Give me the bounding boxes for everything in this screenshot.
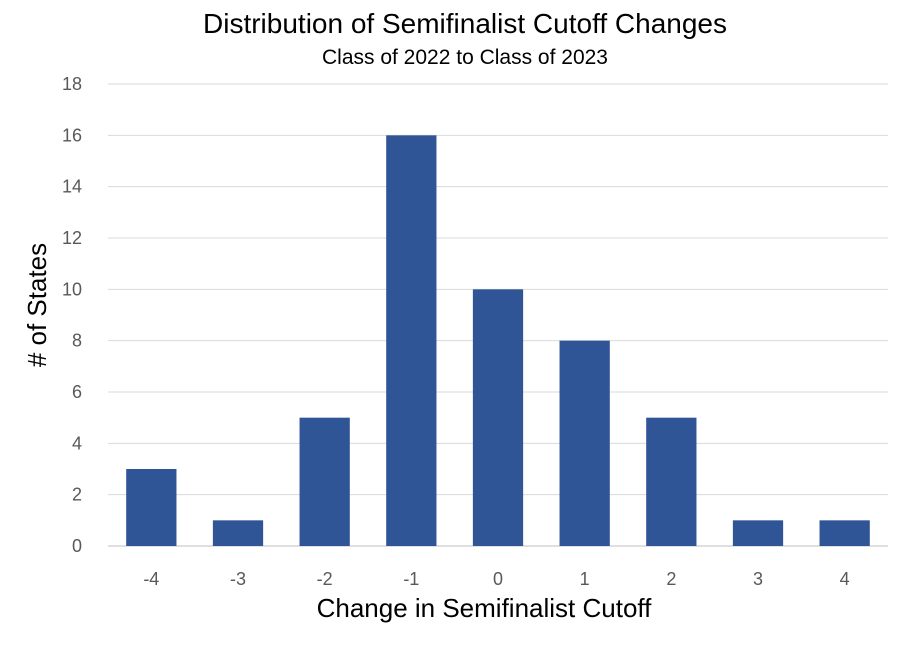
x-tick-label: -3 xyxy=(230,569,246,589)
y-tick-label: 4 xyxy=(72,433,82,453)
x-tick-label: 1 xyxy=(580,569,590,589)
x-tick-label: -4 xyxy=(143,569,159,589)
y-tick-label: 10 xyxy=(62,279,82,299)
y-tick-label: 0 xyxy=(72,536,82,556)
y-axis-ticks: 0 2 4 6 8 10 12 14 16 18 xyxy=(62,74,82,556)
y-axis-title: # of States xyxy=(22,243,52,367)
y-tick-label: 16 xyxy=(62,125,82,145)
x-axis-ticks: -4 -3 -2 -1 0 1 2 3 4 xyxy=(143,569,849,589)
y-tick-label: 14 xyxy=(62,177,82,197)
chart-title: Distribution of Semifinalist Cutoff Chan… xyxy=(203,8,727,39)
bar-3 xyxy=(732,520,784,546)
bar--3 xyxy=(212,520,264,546)
y-tick-label: 6 xyxy=(72,382,82,402)
y-tick-label: 2 xyxy=(72,485,82,505)
x-axis-title: Change in Semifinalist Cutoff xyxy=(317,593,653,623)
y-tick-label: 8 xyxy=(72,331,82,351)
chart-subtitle: Class of 2022 to Class of 2023 xyxy=(322,46,608,69)
bar-4 xyxy=(819,520,870,546)
x-tick-label: 0 xyxy=(493,569,503,589)
bar-0 xyxy=(472,289,524,546)
y-tick-label: 18 xyxy=(62,74,82,94)
x-tick-label: 4 xyxy=(840,569,850,589)
y-tick-label: 12 xyxy=(62,228,82,248)
bar-2 xyxy=(646,417,697,546)
x-tick-label: -1 xyxy=(403,569,419,589)
bar--1 xyxy=(386,135,437,547)
bar--2 xyxy=(299,417,350,546)
x-tick-label: 2 xyxy=(666,569,676,589)
x-tick-label: -2 xyxy=(317,569,333,589)
bar-1 xyxy=(559,340,610,546)
x-tick-label: 3 xyxy=(753,569,763,589)
bar--4 xyxy=(126,469,177,546)
bars xyxy=(126,135,870,547)
